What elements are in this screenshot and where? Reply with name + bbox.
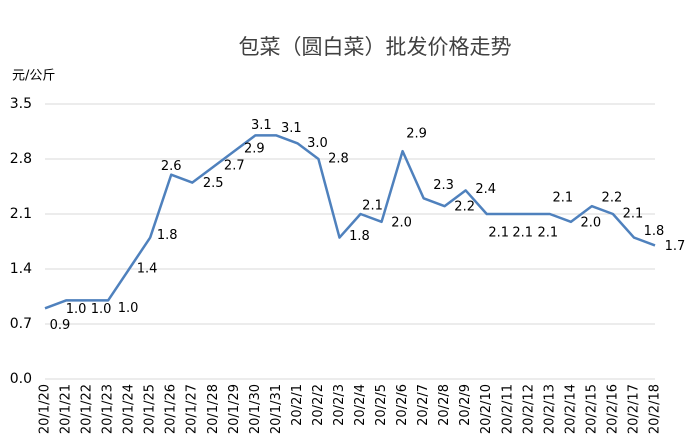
- x-tick-label: 20/2/1: [290, 384, 305, 426]
- data-label: 1.0: [66, 302, 87, 317]
- x-tick-label: 20/2/18: [648, 384, 663, 434]
- x-tick-label: 20/1/25: [143, 384, 158, 434]
- x-tick-label: 20/2/13: [542, 384, 557, 434]
- data-label: 2.9: [244, 142, 265, 157]
- y-tick-label: 3.5: [10, 96, 32, 112]
- y-tick-label: 2.1: [10, 206, 32, 222]
- x-tick-label: 20/2/8: [437, 384, 452, 426]
- chart-title: 包菜（圆白菜）批发价格走势: [239, 35, 512, 59]
- x-tick-label: 20/2/16: [605, 384, 620, 434]
- data-label: 2.0: [581, 215, 602, 230]
- x-tick-label: 20/2/15: [584, 384, 599, 434]
- x-tick-label: 20/2/5: [374, 384, 389, 426]
- x-tick-label: 20/2/10: [479, 384, 494, 434]
- data-label: 3.1: [251, 118, 272, 133]
- x-tick-label: 20/2/7: [416, 384, 431, 426]
- x-tick-label: 20/1/27: [185, 384, 200, 434]
- data-label: 2.7: [224, 158, 245, 173]
- data-label: 2.2: [454, 200, 475, 215]
- data-label: 1.0: [91, 302, 112, 317]
- data-label: 2.3: [433, 178, 454, 193]
- data-line: [44, 134, 656, 310]
- y-tick-label: 0.0: [10, 371, 32, 387]
- data-label: 1.0: [118, 301, 139, 316]
- x-tick-label: 20/1/24: [122, 384, 137, 434]
- data-label: 1.7: [665, 239, 686, 254]
- data-label: 2.6: [161, 159, 182, 174]
- x-tick-label: 20/2/14: [563, 384, 578, 434]
- x-tick-label: 20/2/12: [521, 384, 536, 434]
- x-tick-label: 20/2/9: [458, 384, 473, 426]
- data-label: 1.4: [137, 262, 158, 277]
- data-label: 3.0: [307, 136, 328, 151]
- y-tick-label: 1.4: [10, 261, 32, 277]
- x-tick-label: 20/1/26: [164, 384, 179, 434]
- data-label: 2.1: [488, 226, 509, 241]
- data-label: 2.9: [406, 127, 427, 142]
- data-label: 2.1: [537, 226, 558, 241]
- y-axis-label: 元/公斤: [12, 69, 55, 84]
- x-tick-label: 20/1/29: [227, 384, 242, 434]
- x-tick-label: 20/2/2: [311, 384, 326, 426]
- data-label: 2.1: [623, 207, 644, 222]
- x-tick-label: 20/2/3: [332, 384, 347, 426]
- data-label: 2.8: [328, 152, 349, 167]
- data-label: 2.1: [362, 199, 383, 214]
- x-tick-label: 20/1/30: [248, 384, 263, 434]
- data-label: 2.4: [475, 182, 496, 197]
- x-tick-label: 20/1/23: [101, 384, 116, 434]
- x-tick-label: 20/1/28: [206, 384, 221, 434]
- data-label: 2.2: [602, 191, 623, 206]
- x-tick-label: 20/2/4: [353, 384, 368, 426]
- data-label: 2.1: [512, 226, 533, 241]
- data-label: 1.8: [644, 224, 665, 239]
- data-label: 1.8: [157, 228, 178, 243]
- x-tick-label: 20/2/6: [395, 384, 410, 426]
- data-label: 2.1: [552, 191, 573, 206]
- x-tick-label: 20/2/11: [500, 384, 515, 434]
- data-label: 1.8: [349, 229, 370, 244]
- y-tick-label: 0.7: [10, 316, 32, 332]
- x-tick-label: 20/2/17: [626, 384, 641, 434]
- x-tick-label: 20/1/21: [59, 384, 74, 434]
- data-label: 2.5: [203, 176, 224, 191]
- x-tick-label: 20/1/20: [38, 384, 53, 434]
- data-label: 0.9: [50, 318, 71, 333]
- y-tick-label: 2.8: [10, 151, 32, 167]
- data-label: 3.1: [281, 121, 302, 136]
- data-label: 2.0: [391, 215, 412, 230]
- x-tick-label: 20/1/31: [269, 384, 284, 434]
- x-tick-label: 20/1/22: [80, 384, 95, 434]
